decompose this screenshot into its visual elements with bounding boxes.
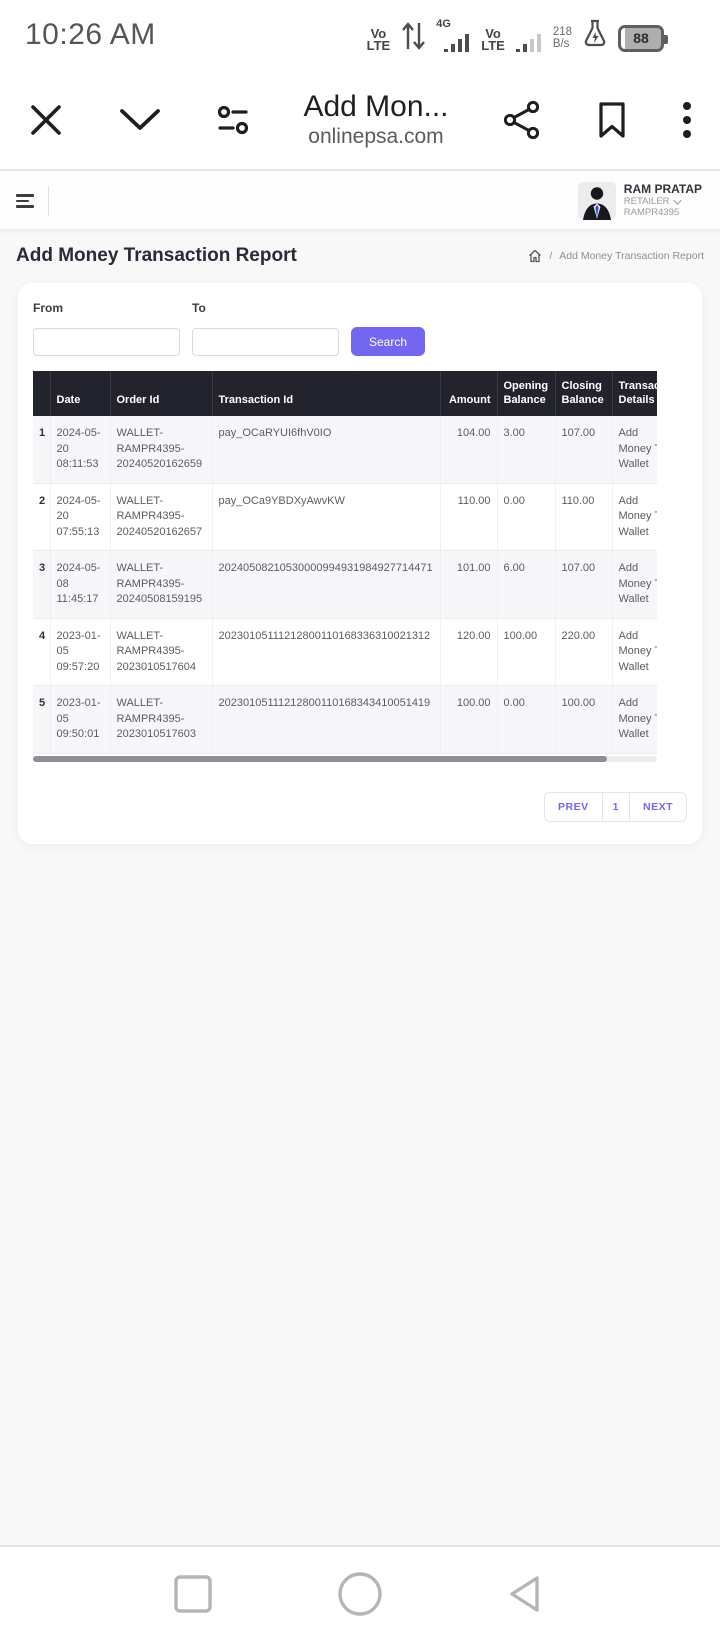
search-button[interactable]: Search [351, 327, 426, 356]
data-transfer-arrows-icon [401, 20, 426, 52]
col-amount: Amount [440, 371, 498, 416]
prev-page-button[interactable]: PREV [544, 791, 603, 822]
table-row: 3 2024-05-08 11:45:17 WALLET-RAMPR4395-2… [33, 550, 657, 618]
col-transaction-details: Transaction Details [612, 371, 657, 416]
to-field: To [192, 301, 339, 356]
signal-bars-icon-sim2 [515, 20, 542, 52]
breadcrumb-separator: / [549, 250, 553, 262]
next-page-button[interactable]: NEXT [629, 791, 687, 822]
breadcrumb-current[interactable]: Add Money Transaction Report [559, 250, 704, 262]
scrollbar-thumb[interactable] [33, 755, 608, 762]
from-field: From [33, 301, 180, 356]
user-name: RAM PRATAP [623, 182, 702, 197]
home-circle-icon[interactable] [336, 1570, 384, 1618]
table-header-row: Date Order Id Transaction Id Amount Open… [33, 371, 657, 416]
browser-title-block[interactable]: Add Mon... onlinepsa.com [303, 90, 448, 149]
horizontal-scrollbar [33, 755, 657, 762]
network-speed: 218 B/s [552, 25, 572, 50]
chevron-down-icon[interactable] [118, 107, 162, 133]
browser-url: onlinepsa.com [308, 124, 444, 148]
web-content: RAM PRATAP RETAILER RAMPR4395 Add Money … [0, 173, 720, 1545]
report-card: From To Search [18, 283, 702, 844]
browser-toolbar: Add Mon... onlinepsa.com [0, 70, 720, 171]
tune-icon[interactable] [216, 105, 250, 135]
role-caret-icon [672, 196, 682, 206]
col-sno [33, 371, 51, 416]
page-number-button[interactable]: 1 [602, 791, 630, 822]
user-code: RAMPR4395 [623, 206, 680, 218]
breadcrumb: / Add Money Transaction Report [528, 249, 704, 263]
table-row: 4 2023-01-05 09:57:20 WALLET-RAMPR4395-2… [33, 618, 657, 686]
page-title-row: Add Money Transaction Report / Add Money… [0, 229, 720, 277]
battery-indicator: 88 [618, 24, 668, 52]
table-row: 5 2023-01-05 09:50:01 WALLET-RAMPR4395-2… [33, 685, 657, 753]
to-date-input[interactable] [192, 328, 339, 356]
volte-indicator-sim2: Vo LTE [481, 25, 505, 53]
transactions-table-container: Date Order Id Transaction Id Amount Open… [33, 371, 657, 754]
bookmark-icon[interactable] [596, 100, 628, 140]
signal-bars-icon-sim1: 4G [436, 18, 470, 52]
android-nav-bar [0, 1545, 720, 1640]
page-title: Add Money Transaction Report [16, 245, 297, 266]
hamburger-menu-icon[interactable] [16, 194, 34, 208]
table-row: 1 2024-05-20 08:11:53 WALLET-RAMPR4395-2… [33, 416, 657, 483]
user-role: RETAILER [624, 196, 702, 208]
header-divider [48, 186, 49, 216]
col-order-id: Order Id [110, 371, 213, 416]
status-icons: Vo LTE 4G [366, 18, 668, 53]
col-date: Date [50, 371, 111, 416]
back-triangle-icon[interactable] [505, 1572, 549, 1616]
site-header: RAM PRATAP RETAILER RAMPR4395 [0, 173, 720, 229]
to-label: To [192, 301, 206, 315]
from-date-input[interactable] [33, 328, 180, 356]
close-icon[interactable] [28, 102, 64, 138]
flask-icon [583, 19, 607, 52]
home-icon[interactable] [528, 249, 542, 263]
table-row: 2 2024-05-20 07:55:13 WALLET-RAMPR4395-2… [33, 483, 657, 551]
from-label: From [33, 301, 63, 315]
clock: 10:26 AM [25, 18, 156, 51]
browser-page-title: Add Mon... [303, 90, 449, 124]
user-meta: RAM PRATAP RETAILER RAMPR4395 [623, 182, 704, 219]
col-transaction-id: Transaction Id [212, 371, 441, 416]
user-profile[interactable]: RAM PRATAP RETAILER RAMPR4395 [577, 182, 704, 220]
status-bar: 10:26 AM Vo LTE 4G [0, 0, 720, 70]
col-closing-balance: Closing Balance [555, 371, 613, 416]
avatar [577, 182, 616, 220]
transactions-table: Date Order Id Transaction Id Amount Open… [33, 371, 657, 754]
pagination: PREV 1 NEXT [33, 791, 687, 822]
filter-bar: From To Search [33, 301, 687, 356]
recents-square-icon[interactable] [171, 1572, 215, 1616]
three-dot-menu-icon[interactable] [682, 100, 692, 140]
share-icon[interactable] [502, 100, 542, 140]
volte-indicator-sim1: Vo LTE [366, 25, 391, 53]
col-opening-balance: Opening Balance [497, 371, 556, 416]
